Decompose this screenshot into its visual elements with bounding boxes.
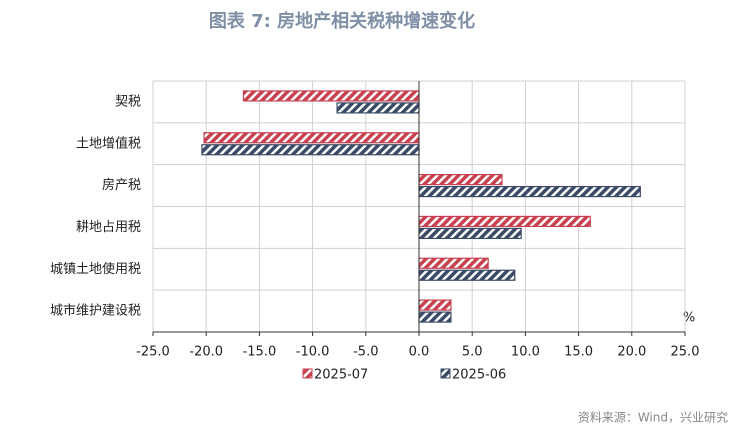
bar bbox=[336, 102, 420, 114]
legend-swatch bbox=[440, 368, 451, 379]
bar bbox=[418, 227, 522, 240]
bar bbox=[418, 257, 489, 269]
x-tick-label: 25.0 bbox=[671, 345, 700, 360]
x-tick-label: 10.0 bbox=[511, 345, 540, 360]
x-tick-label: -5.0 bbox=[353, 345, 378, 360]
x-tick-label: -25.0 bbox=[136, 345, 170, 360]
x-tick-label: 15.0 bbox=[564, 345, 593, 360]
y-tick-label: 房产税 bbox=[102, 177, 141, 193]
legend-label: 2025-07 bbox=[314, 368, 368, 383]
y-tick-label: 契税 bbox=[115, 94, 141, 109]
legend-swatch bbox=[302, 368, 313, 379]
y-tick-label: 土地增值税 bbox=[76, 135, 141, 151]
bar bbox=[242, 90, 420, 102]
x-tick-label: 5.0 bbox=[462, 345, 483, 360]
legend-label: 2025-06 bbox=[452, 368, 506, 383]
source: 资料来源：Wind，兴业研究 bbox=[578, 410, 728, 425]
bar bbox=[418, 299, 452, 311]
y-tick-label: 耕地占用税 bbox=[76, 219, 141, 235]
bar bbox=[201, 144, 420, 156]
y-tick-label: 城镇土地使用税 bbox=[50, 261, 141, 277]
bar bbox=[203, 132, 420, 144]
x-tick-label: 0.0 bbox=[409, 345, 430, 360]
bar bbox=[418, 173, 503, 186]
bar bbox=[418, 311, 452, 323]
x-tick-label: -15.0 bbox=[243, 345, 277, 360]
bar bbox=[418, 269, 516, 281]
unit-label: % bbox=[683, 311, 695, 326]
y-tick-label: 城市维护建设税 bbox=[50, 303, 141, 319]
x-tick-label: 20.0 bbox=[617, 345, 646, 360]
bar bbox=[418, 215, 591, 228]
x-tick-label: -10.0 bbox=[296, 345, 330, 360]
x-tick-label: -20.0 bbox=[189, 345, 223, 360]
chart-title: 图表 7: 房地产相关税种增速变化 bbox=[209, 10, 475, 32]
bar bbox=[418, 185, 641, 198]
